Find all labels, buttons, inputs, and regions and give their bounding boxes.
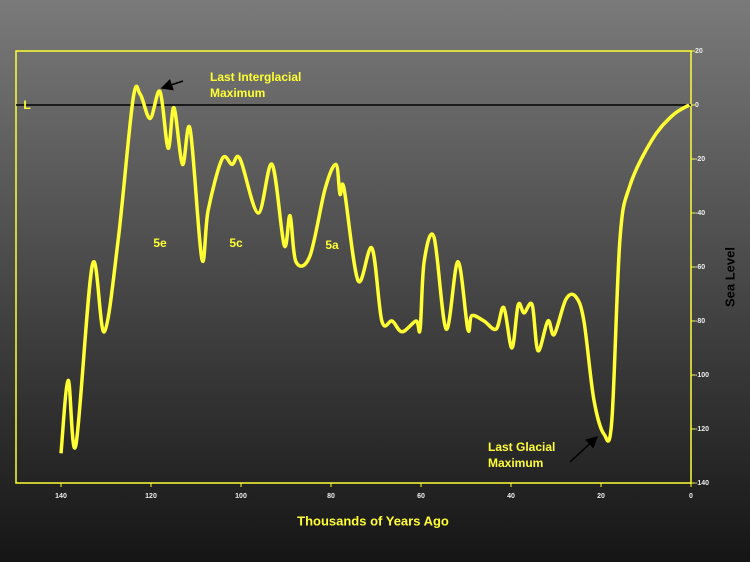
annotation: 5e bbox=[153, 236, 167, 250]
y-tick-label: 20 bbox=[695, 48, 703, 55]
annotation: 5a bbox=[325, 238, 339, 252]
x-tick-label: 40 bbox=[507, 493, 515, 500]
y-axis-label: Sea Level bbox=[722, 247, 737, 307]
x-tick-label: 60 bbox=[417, 493, 425, 500]
x-tick-label: 100 bbox=[235, 493, 247, 500]
x-tick-label: 80 bbox=[327, 493, 335, 500]
x-tick-label: 20 bbox=[597, 493, 605, 500]
annotation: Maximum bbox=[210, 86, 265, 100]
y-tick-label: -20 bbox=[695, 156, 705, 163]
annotation: L bbox=[23, 98, 30, 112]
annotation: Maximum bbox=[488, 456, 543, 470]
y-tick-label: 0 bbox=[695, 102, 699, 109]
x-tick-label: 120 bbox=[145, 493, 157, 500]
x-tick-label: 140 bbox=[55, 493, 67, 500]
y-tick-label: -60 bbox=[695, 264, 705, 271]
y-tick-label: -140 bbox=[695, 480, 709, 487]
x-axis-label: Thousands of Years Ago bbox=[297, 513, 449, 528]
annotation: Last Glacial bbox=[488, 440, 555, 454]
annotation: Last Interglacial bbox=[210, 70, 301, 84]
arrow bbox=[160, 78, 184, 91]
y-tick-label: -40 bbox=[695, 210, 705, 217]
annotation: 5c bbox=[229, 236, 243, 250]
y-tick-label: -80 bbox=[695, 318, 705, 325]
arrow bbox=[569, 435, 599, 463]
sea-level-line bbox=[59, 84, 691, 454]
y-tick-label: -100 bbox=[695, 372, 709, 379]
x-tick-label: 0 bbox=[689, 493, 693, 500]
y-tick-label: -120 bbox=[695, 426, 709, 433]
